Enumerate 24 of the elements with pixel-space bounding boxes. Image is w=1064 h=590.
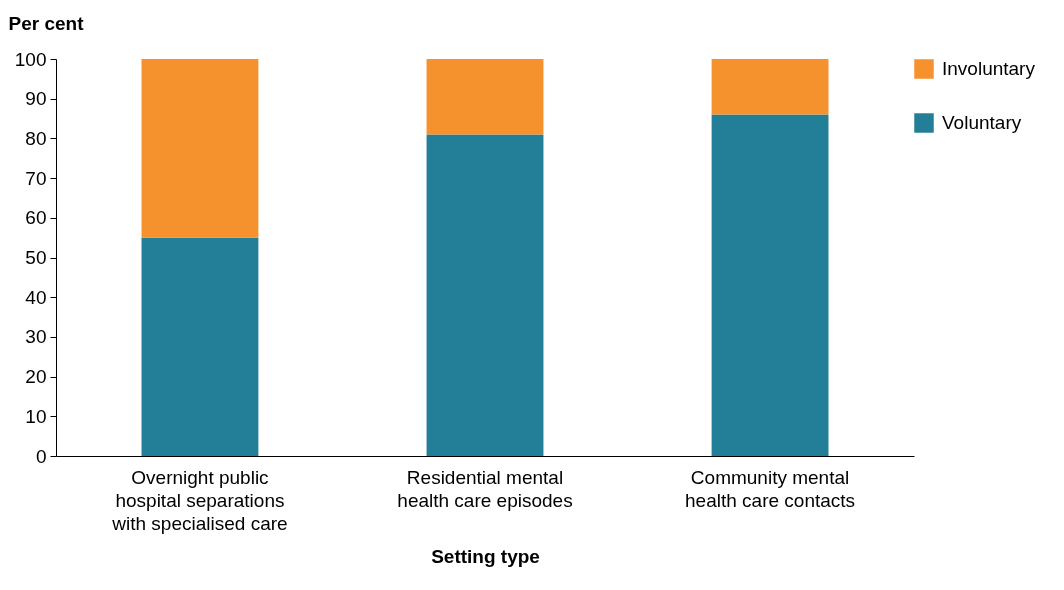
y-tick-label: 80 <box>25 127 47 149</box>
x-axis-title: Setting type <box>431 545 540 567</box>
legend-label: Voluntary <box>942 112 1022 133</box>
y-tick-label: 10 <box>25 405 47 427</box>
y-tick-label: 70 <box>25 167 47 189</box>
legend-label: Involuntary <box>942 58 1036 79</box>
y-tick-label: 40 <box>25 286 47 308</box>
x-tick-label: Overnight public hospital separations with specialised care <box>111 466 288 534</box>
y-tick-label: 20 <box>25 366 47 388</box>
bar <box>711 59 829 115</box>
bar <box>426 59 544 135</box>
y-tick-label: 30 <box>25 326 47 348</box>
x-tick-label: Residential mental health care episodes <box>397 466 573 511</box>
bar <box>141 237 259 456</box>
bar <box>141 59 259 238</box>
y-tick-label: 50 <box>25 247 47 268</box>
bar <box>711 114 829 456</box>
y-axis-title: Per cent <box>8 12 85 34</box>
y-tick-label: 90 <box>25 88 47 110</box>
y-tick-label: 0 <box>35 445 47 467</box>
x-tick-label: Community mental health care contacts <box>685 466 856 511</box>
y-tick-label: 100 <box>14 48 47 70</box>
bar <box>426 134 544 456</box>
y-tick-label: 60 <box>25 207 47 229</box>
